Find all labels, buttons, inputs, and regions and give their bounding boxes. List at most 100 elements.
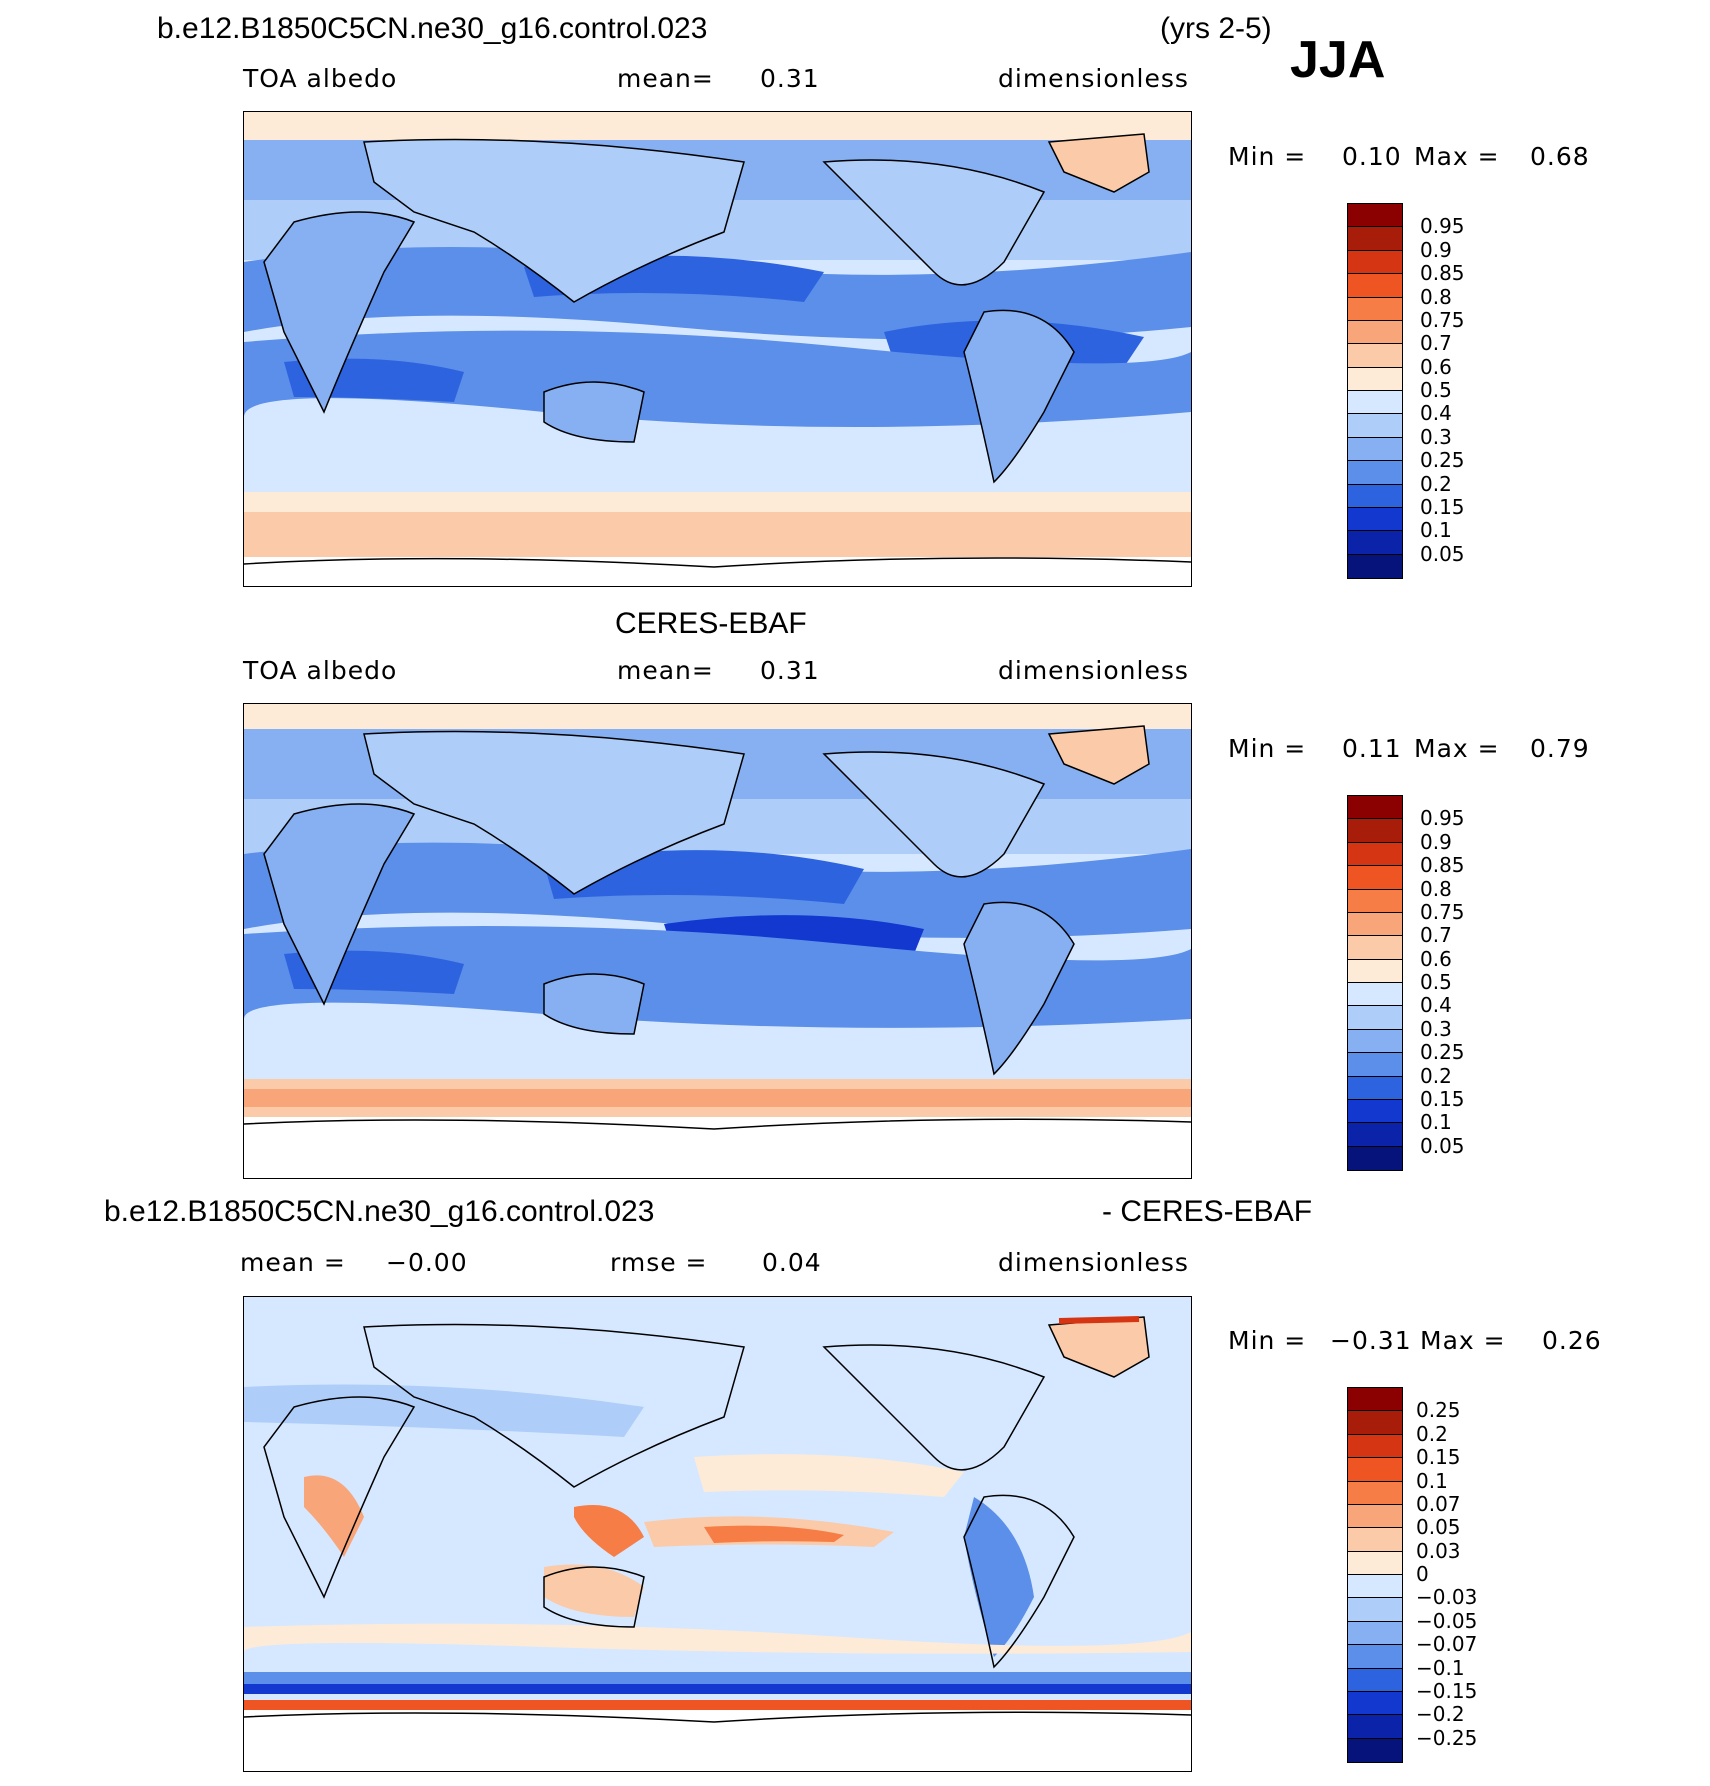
colorbar-segment	[1348, 320, 1402, 345]
panel3-min-value: −0.31	[1330, 1326, 1412, 1355]
colorbar-tick-label: 0.15	[1420, 494, 1465, 519]
panel3-map	[243, 1296, 1192, 1772]
colorbar-segment	[1348, 1691, 1402, 1716]
colorbar-segment	[1348, 1715, 1402, 1739]
colorbar-segment	[1348, 819, 1402, 843]
panel1-stat-label: mean=	[617, 64, 714, 93]
colorbar-segment	[1348, 1029, 1402, 1054]
colorbar-segment	[1348, 274, 1402, 298]
panel3-rmse-value: 0.04	[762, 1248, 822, 1277]
colorbar-tick-label: 0.85	[1420, 261, 1465, 286]
colorbar-tick-label: 0.8	[1420, 284, 1452, 309]
colorbar-segment	[1348, 1434, 1402, 1459]
colorbar-tick-label: 0.8	[1420, 876, 1452, 901]
panel1-map	[243, 111, 1192, 587]
colorbar-segment	[1348, 227, 1402, 251]
panel3-title-left: b.e12.B1850C5CN.ne30_g16.control.023	[104, 1195, 655, 1228]
panel3-units: dimensionless	[998, 1248, 1189, 1277]
colorbar-tick-label: 0	[1416, 1562, 1429, 1586]
colorbar-tick-label: −0.2	[1416, 1702, 1465, 1727]
colorbar-segment	[1348, 1621, 1402, 1646]
panel2-colorbar	[1347, 795, 1403, 1171]
colorbar-tick-label: 0.1	[1420, 1110, 1452, 1135]
panel3-map-svg	[244, 1297, 1191, 1771]
colorbar-segment	[1348, 1481, 1402, 1505]
colorbar-segment	[1348, 1668, 1402, 1692]
panel1-units: dimensionless	[998, 64, 1189, 93]
colorbar-tick-label: 0.75	[1420, 899, 1465, 924]
panel3-title-right: - CERES-EBAF	[1102, 1195, 1313, 1228]
colorbar-segment	[1348, 889, 1402, 913]
colorbar-tick-label: 0.6	[1420, 354, 1452, 379]
colorbar-segment	[1348, 531, 1402, 555]
years-label: (yrs 2-5)	[1160, 12, 1272, 45]
panel3-min-label: Min =	[1228, 1326, 1307, 1355]
colorbar-segment	[1348, 1551, 1402, 1575]
colorbar-tick-label: 0.5	[1420, 378, 1452, 402]
colorbar-segment	[1348, 866, 1402, 890]
colorbar-segment	[1348, 1458, 1402, 1482]
colorbar-tick-label: 0.75	[1420, 307, 1465, 332]
colorbar-tick-label: 0.6	[1420, 946, 1452, 971]
panel3-mean-value: −0.00	[386, 1248, 468, 1277]
colorbar-tick-label: 0.4	[1420, 401, 1452, 426]
panel1-stat-value: 0.31	[760, 64, 820, 93]
colorbar-tick-label: −0.05	[1416, 1608, 1478, 1633]
panel2-variable: TOA albedo	[243, 656, 398, 685]
colorbar-segment	[1348, 1504, 1402, 1529]
colorbar-segment	[1348, 1738, 1402, 1762]
colorbar-segment	[1348, 1598, 1402, 1622]
colorbar-tick-label: 0.2	[1416, 1421, 1448, 1446]
colorbar-tick-label: 0.95	[1420, 806, 1465, 831]
colorbar-tick-label: 0.05	[1420, 541, 1465, 566]
colorbar-segment	[1348, 912, 1402, 937]
panel1-max-label: Max =	[1414, 142, 1500, 171]
colorbar-tick-label: 0.7	[1420, 331, 1452, 356]
panel2-min-value: 0.11	[1342, 734, 1402, 763]
colorbar-tick-label: 0.2	[1420, 1063, 1452, 1088]
colorbar-segment	[1348, 391, 1402, 415]
colorbar-tick-label: −0.03	[1416, 1585, 1478, 1610]
colorbar-tick-label: −0.25	[1416, 1725, 1478, 1750]
panel2-stat-value: 0.31	[760, 656, 820, 685]
panel3-max-value: 0.26	[1542, 1326, 1602, 1355]
colorbar-tick-label: 0.25	[1416, 1398, 1461, 1423]
colorbar-tick-label: 0.2	[1420, 471, 1452, 496]
colorbar-segment	[1348, 250, 1402, 275]
colorbar-tick-label: 0.9	[1420, 237, 1452, 262]
panel2-stat-label: mean=	[617, 656, 714, 685]
colorbar-segment	[1348, 1575, 1402, 1599]
colorbar-segment	[1348, 1006, 1402, 1030]
panel2-max-value: 0.79	[1530, 734, 1590, 763]
colorbar-segment	[1348, 1053, 1402, 1077]
colorbar-tick-label: −0.15	[1416, 1678, 1478, 1703]
panel1-min-value: 0.10	[1342, 142, 1402, 171]
colorbar-tick-label: 0.95	[1420, 214, 1465, 239]
colorbar-tick-label: 0.4	[1420, 993, 1452, 1018]
colorbar-segment	[1348, 461, 1402, 485]
colorbar-segment	[1348, 936, 1402, 960]
colorbar-tick-label: 0.3	[1420, 1016, 1452, 1041]
panel2-title: CERES-EBAF	[615, 607, 807, 640]
colorbar-segment	[1348, 1076, 1402, 1100]
colorbar-segment	[1348, 842, 1402, 867]
colorbar-tick-label: 0.03	[1416, 1538, 1461, 1563]
season-label: JJA	[1290, 31, 1386, 89]
panel1-variable: TOA albedo	[243, 64, 398, 93]
colorbar-segment	[1348, 1388, 1402, 1412]
colorbar-tick-label: 0.1	[1420, 518, 1452, 543]
panel3-max-label: Max =	[1420, 1326, 1506, 1355]
panel2-min-label: Min =	[1228, 734, 1307, 763]
colorbar-tick-label: 0.05	[1416, 1515, 1461, 1540]
colorbar-tick-label: 0.05	[1420, 1133, 1465, 1158]
colorbar-segment	[1348, 204, 1402, 228]
panel2-map	[243, 703, 1192, 1179]
colorbar-segment	[1348, 1099, 1402, 1124]
colorbar-segment	[1348, 959, 1402, 983]
panel2-map-svg	[244, 704, 1191, 1178]
colorbar-tick-label: 0.5	[1420, 970, 1452, 994]
colorbar-tick-label: −0.1	[1416, 1655, 1465, 1680]
colorbar-segment	[1348, 344, 1402, 368]
panel3-rmse-label: rmse =	[610, 1248, 708, 1277]
colorbar-segment	[1348, 1411, 1402, 1435]
